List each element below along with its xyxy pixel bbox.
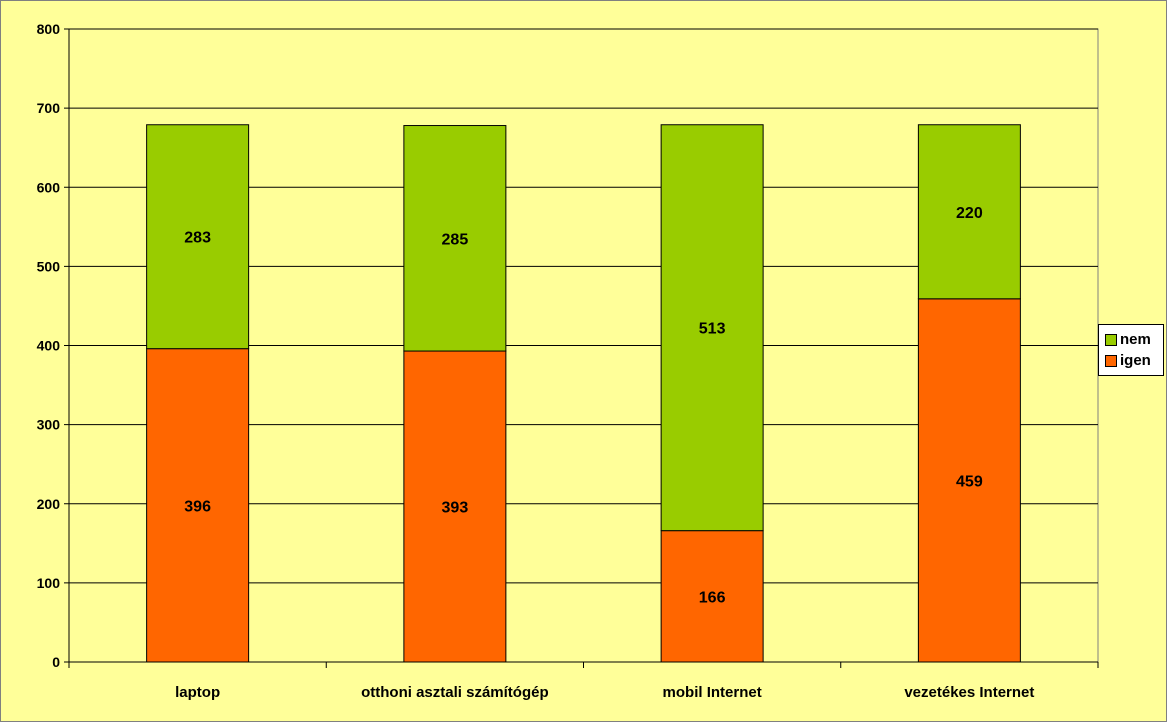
data-label-igen: 396 bbox=[184, 498, 211, 515]
data-label-nem: 283 bbox=[184, 230, 211, 247]
data-label-igen: 393 bbox=[442, 500, 469, 517]
y-tick-label: 200 bbox=[37, 496, 61, 512]
bar-segment-igen bbox=[403, 350, 507, 663]
y-tick-label: 800 bbox=[37, 21, 61, 37]
x-category-label: mobil Internet bbox=[663, 684, 762, 701]
y-tick-label: 100 bbox=[37, 575, 61, 591]
bar-segment-nem bbox=[660, 124, 764, 532]
legend-label-nem: nem bbox=[1120, 331, 1151, 348]
x-category-label: vezetékes Internet bbox=[904, 684, 1034, 701]
legend: nem igen bbox=[1098, 324, 1164, 376]
data-label-nem: 285 bbox=[442, 231, 469, 248]
legend-item-nem: nem bbox=[1105, 329, 1163, 350]
bar-segment-nem bbox=[146, 124, 250, 350]
data-label-nem: 220 bbox=[956, 205, 983, 222]
x-category-label: otthoni asztali számítógép bbox=[361, 684, 549, 701]
legend-swatch-nem bbox=[1105, 333, 1117, 346]
y-tick-label: 600 bbox=[37, 179, 61, 195]
y-tick-label: 300 bbox=[37, 417, 61, 433]
bar-segment-igen bbox=[146, 348, 250, 663]
bar-segment-igen bbox=[660, 530, 764, 663]
y-tick-label: 0 bbox=[52, 654, 60, 670]
data-label-nem: 513 bbox=[699, 321, 726, 338]
data-label-igen: 459 bbox=[956, 473, 983, 490]
legend-label-igen: igen bbox=[1120, 352, 1151, 369]
data-label-igen: 166 bbox=[699, 589, 726, 606]
bar-segment-nem bbox=[403, 125, 507, 352]
bar-segment-igen bbox=[917, 298, 1021, 663]
y-tick-label: 500 bbox=[37, 258, 61, 274]
legend-swatch-igen bbox=[1105, 354, 1117, 367]
y-tick-label: 400 bbox=[37, 338, 61, 354]
bar-segment-nem bbox=[917, 124, 1021, 300]
x-category-label: laptop bbox=[175, 684, 220, 701]
y-tick-label: 700 bbox=[37, 100, 61, 116]
legend-item-igen: igen bbox=[1105, 350, 1163, 371]
